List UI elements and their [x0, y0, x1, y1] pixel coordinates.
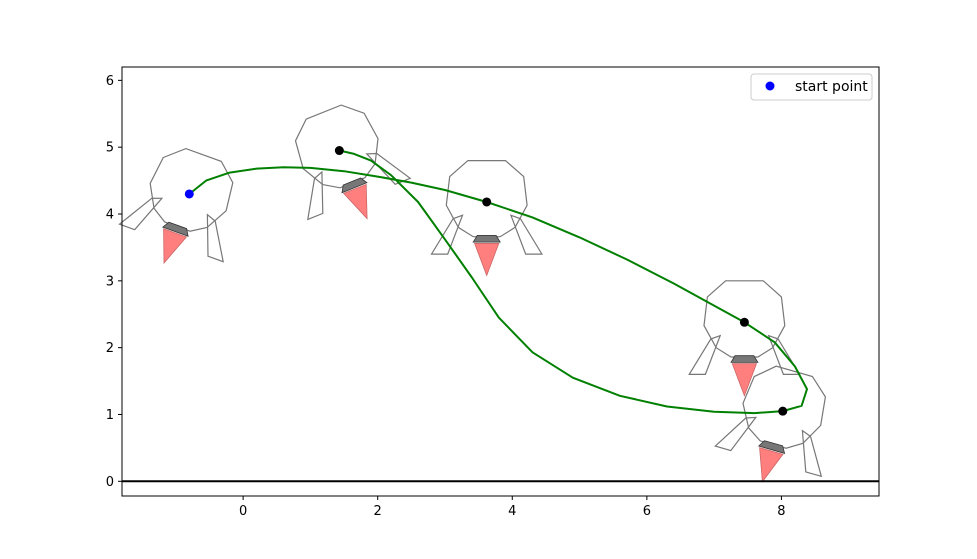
x-tick-label: 0	[239, 504, 247, 519]
robot-body	[742, 365, 827, 449]
x-tick-label: 8	[777, 504, 785, 519]
start-point-marker	[184, 189, 194, 199]
x-tick-label: 2	[374, 504, 382, 519]
robot-leg-left	[430, 214, 464, 255]
legend-marker-start-point	[765, 81, 775, 91]
robot-leg-left	[307, 170, 324, 221]
robot-pose-0	[118, 147, 234, 265]
robot-thruster-flame	[474, 242, 500, 277]
robot-body	[149, 147, 234, 232]
robot-thruster-mount	[757, 440, 786, 454]
waypoint-3	[778, 406, 788, 416]
legend-box	[750, 73, 873, 101]
y-tick-label: 6	[106, 74, 114, 89]
robot-body	[445, 160, 528, 238]
robot-thruster-mount	[161, 221, 189, 237]
robot-thruster-flame	[731, 363, 758, 397]
y-tick-label: 1	[106, 408, 114, 423]
robot-thruster-flame	[343, 183, 368, 220]
legend: start point	[750, 73, 873, 101]
plot-frame	[121, 66, 880, 497]
robot-leg-left	[118, 197, 164, 231]
robot-thruster-mount	[472, 234, 501, 243]
waypoint-2	[739, 317, 749, 327]
y-tick-label: 5	[106, 141, 114, 156]
legend-label-start-point: start point	[795, 79, 868, 95]
axes-layer: 0 2 4 6 8 0 1 2 3 4 5 6	[106, 74, 786, 519]
trajectory-line	[188, 149, 808, 415]
robot-leg-right	[365, 152, 412, 186]
robot-leg-left	[714, 416, 758, 452]
y-tick-label: 4	[106, 208, 114, 223]
robot-thruster-flame	[163, 228, 188, 265]
robot-thruster-flame	[759, 447, 784, 483]
waypoint-1	[482, 197, 492, 207]
robot-pose-2	[430, 160, 543, 277]
robot-body	[703, 280, 786, 358]
y-tick-label: 2	[106, 341, 114, 356]
robot-leg-right	[206, 213, 224, 263]
y-tick-label: 0	[106, 475, 114, 490]
robot-pose-4	[714, 365, 827, 483]
robot-thruster-mount	[341, 177, 368, 194]
robot-leg-left	[688, 334, 722, 375]
waypoints-layer	[184, 146, 788, 416]
x-tick-label: 4	[508, 504, 516, 519]
waypoint-0	[334, 146, 344, 156]
robot-pose-3	[688, 280, 801, 397]
x-tick-label: 6	[643, 504, 651, 519]
y-tick-label: 3	[106, 274, 114, 289]
robot-thruster-mount	[730, 355, 759, 363]
robot-leg-right	[509, 214, 543, 255]
trajectory-layer	[188, 149, 808, 415]
robot-poses-layer	[118, 104, 827, 483]
robot-leg-right	[801, 429, 823, 478]
